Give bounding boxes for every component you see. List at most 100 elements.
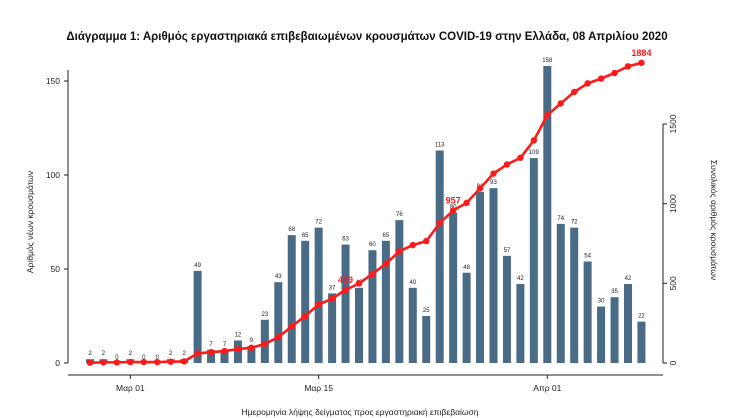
cumulative-point	[167, 358, 174, 365]
bar	[355, 287, 363, 363]
cumulative-point	[86, 359, 94, 366]
bar-value-label: 68	[288, 227, 295, 233]
bar-value-label: 22	[638, 314, 645, 320]
bar-value-label: 2	[182, 351, 186, 357]
bar-value-label: 57	[504, 248, 511, 254]
bar-value-label: 2	[169, 351, 173, 357]
cumulative-point	[275, 333, 282, 341]
cumulative-point	[463, 199, 470, 207]
y-right-tick-label: 1000	[668, 194, 678, 213]
cumulative-point	[517, 154, 524, 161]
bar-value-label: 12	[235, 332, 242, 338]
cumulative-point	[369, 270, 376, 278]
cumulative-point	[248, 344, 255, 351]
line-labels-group: 459 957 1884	[338, 48, 651, 285]
bar	[247, 346, 256, 363]
bar	[395, 220, 404, 363]
cumulative-point	[315, 301, 322, 308]
bars-group	[86, 65, 646, 364]
bar-value-label: 37	[329, 285, 336, 291]
cumulative-point	[611, 69, 618, 77]
y-left-tick-label: 0	[55, 358, 60, 368]
y-right-tick-label: 500	[668, 276, 678, 290]
bar	[529, 158, 538, 363]
cumulative-point	[449, 207, 457, 214]
bar-value-label: 65	[302, 233, 309, 239]
bar	[422, 316, 431, 363]
bar-value-label: 72	[571, 220, 578, 226]
bar-value-label: 2	[88, 351, 92, 357]
bar-value-label: 9	[250, 338, 254, 344]
chart-title: Διάγραμμα 1: Αριθμός εργαστηριακά επιβεβ…	[66, 31, 667, 43]
bar-value-label: 113	[435, 143, 445, 149]
x-tick-label: Απρ 01	[533, 383, 561, 393]
bar-value-label: 23	[262, 312, 269, 318]
bar	[408, 287, 417, 363]
bar-value-label: 2	[129, 351, 133, 357]
cumulative-point	[113, 359, 121, 366]
bar	[597, 306, 606, 363]
bar-value-label: 25	[423, 308, 430, 314]
bar	[502, 255, 511, 363]
bar	[301, 240, 310, 363]
bar	[341, 244, 350, 363]
y-axis-left-label: Αριθμός νέων κρουσμάτων	[25, 171, 35, 273]
bar	[368, 250, 377, 363]
bar-value-label: 40	[409, 280, 416, 286]
y-right-tick-label: 1500	[668, 114, 678, 133]
cumulative-point	[302, 312, 309, 320]
cumulative-value-label: 1884	[631, 48, 651, 58]
bar-value-label: 63	[342, 237, 349, 243]
bar-value-label: 65	[383, 233, 390, 239]
bar	[637, 321, 646, 363]
cumulative-point	[436, 219, 443, 227]
bar-value-label: 76	[396, 212, 403, 218]
bar	[193, 270, 202, 363]
y-axis-right-label: Συνολικός αριθμός κρουσμάτων	[709, 160, 719, 280]
line-group	[86, 59, 645, 366]
bar-value-label: 93	[490, 180, 497, 186]
cumulative-point	[382, 260, 390, 267]
cumulative-point	[221, 347, 228, 355]
bar	[556, 223, 565, 363]
bar-value-label: 72	[315, 220, 322, 226]
bar-value-label: 158	[542, 58, 553, 64]
cumulative-point	[328, 295, 336, 302]
bar	[314, 227, 323, 363]
bar	[449, 212, 458, 363]
bar-value-label: 0	[142, 355, 146, 361]
bar	[220, 349, 229, 363]
bar-value-label: 42	[625, 276, 632, 282]
x-tick-label: Μαρ 15	[304, 383, 333, 393]
bar	[476, 191, 485, 363]
bar-value-label: 60	[369, 242, 376, 248]
cumulative-value-label: 459	[338, 275, 353, 285]
bar-value-label: 42	[517, 276, 524, 282]
cumulative-point	[557, 100, 564, 107]
cumulative-point	[342, 286, 349, 294]
cumulative-point	[597, 75, 605, 82]
bar-value-label: 109	[529, 150, 540, 156]
cumulative-point	[624, 63, 632, 70]
cumulative-point	[288, 323, 295, 330]
x-tick-label: Μαρ 01	[116, 383, 145, 393]
cumulative-value-label: 957	[446, 196, 461, 206]
cumulative-point	[544, 112, 551, 119]
bar	[274, 282, 283, 363]
bar-value-label: 2	[102, 351, 106, 357]
bar	[287, 235, 296, 363]
cumulative-point	[127, 358, 134, 366]
cumulative-point	[194, 350, 201, 357]
y-left-tick-label: 100	[46, 170, 60, 180]
y-right-tick-label: 0	[668, 360, 678, 365]
cumulative-point	[584, 80, 591, 87]
bar-value-label: 7	[209, 342, 213, 348]
bar	[435, 150, 444, 363]
bar	[489, 188, 498, 363]
cumulative-point	[207, 348, 215, 356]
bar	[516, 284, 525, 363]
cumulative-point	[503, 161, 511, 168]
bar-value-label: 43	[275, 274, 282, 280]
